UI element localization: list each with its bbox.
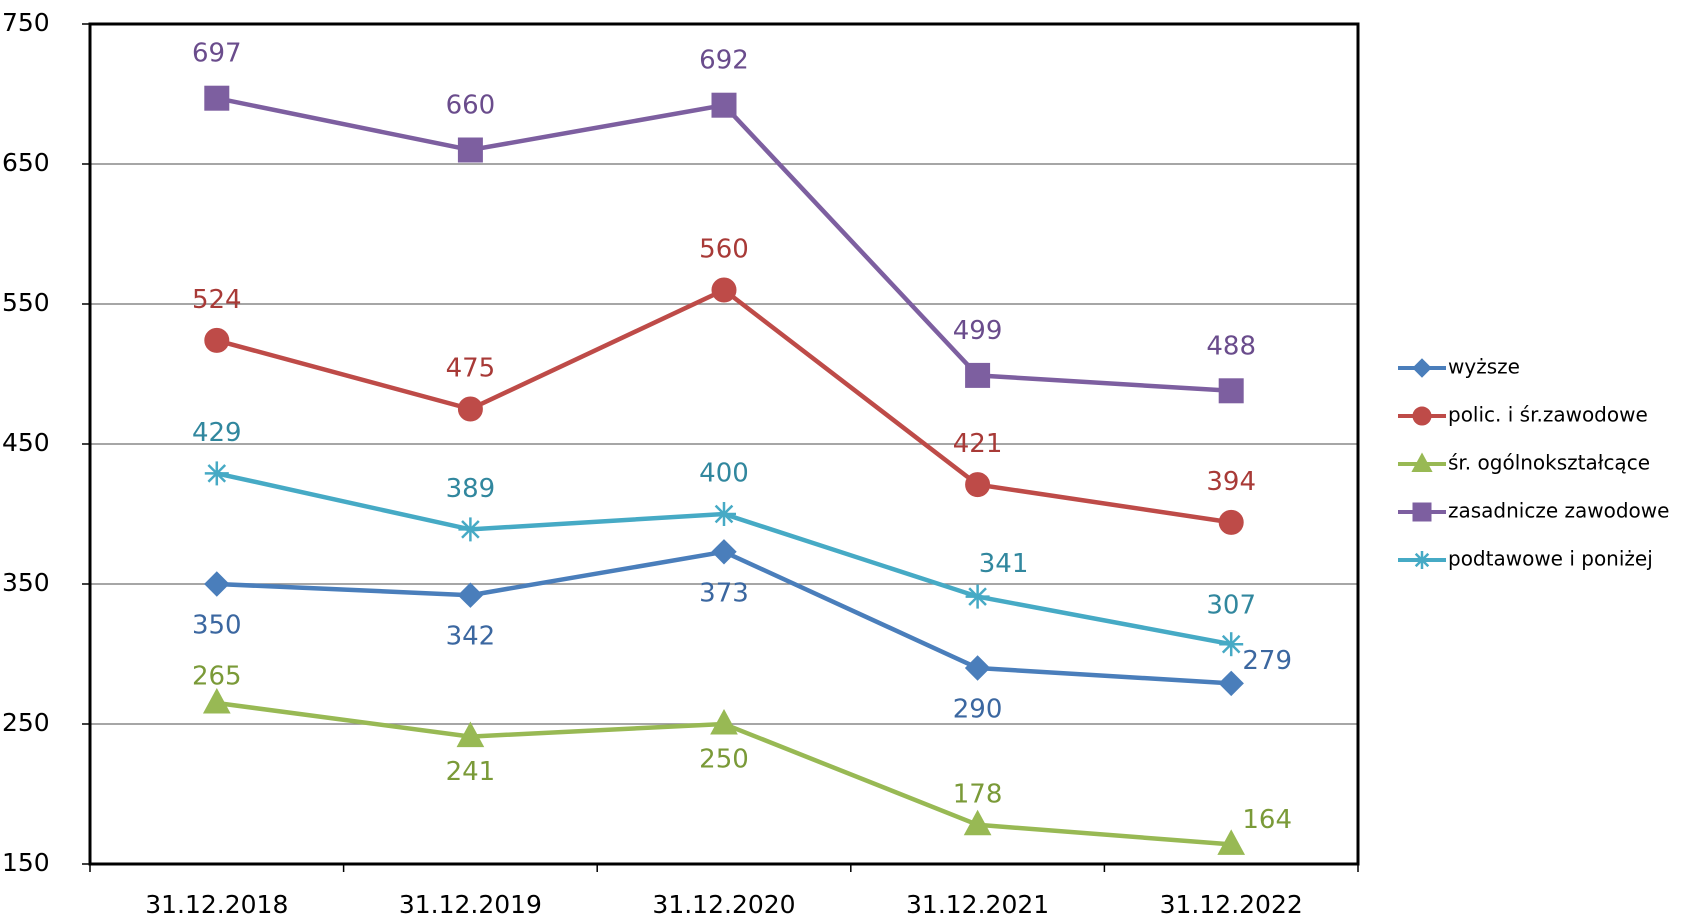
legend-label: wyższe <box>1448 355 1520 379</box>
data-label: 400 <box>699 459 749 489</box>
data-label: 250 <box>699 745 749 775</box>
marker-stroke <box>1221 634 1241 654</box>
data-label: 524 <box>192 285 242 315</box>
plot-border <box>88 22 1360 866</box>
marker <box>1411 452 1433 472</box>
data-label: 499 <box>953 316 1003 346</box>
marker <box>204 327 230 353</box>
x-tick-label: 31.12.2021 <box>906 890 1049 919</box>
data-label: 307 <box>1206 591 1256 621</box>
legend-label: śr. ogólnokształcące <box>1448 451 1650 475</box>
data-label: 692 <box>699 46 749 76</box>
data-label: 394 <box>1206 467 1256 497</box>
data-label: 697 <box>192 39 242 69</box>
marker-stroke <box>207 464 227 483</box>
marker <box>1412 502 1432 522</box>
data-label: 164 <box>1242 805 1292 835</box>
data-label: 341 <box>979 549 1029 579</box>
marker <box>202 687 231 714</box>
legend-label: zasadnicze zawodowe <box>1448 499 1669 523</box>
marker <box>965 472 991 498</box>
marker <box>457 582 484 608</box>
marker <box>1218 378 1244 404</box>
marker <box>1217 829 1246 855</box>
data-label: 560 <box>699 235 749 265</box>
data-label: 350 <box>192 611 242 641</box>
data-label: 373 <box>699 578 749 608</box>
x-tick-label: 31.12.2022 <box>1160 890 1303 919</box>
marker-stroke <box>714 504 734 524</box>
x-tick-label: 31.12.2019 <box>399 890 542 919</box>
x-tick-label: 31.12.2020 <box>652 890 795 919</box>
y-tick-label: 650 <box>2 148 50 177</box>
marker <box>204 85 230 111</box>
marker-stroke <box>968 587 987 606</box>
marker <box>456 721 485 748</box>
marker <box>1218 509 1244 535</box>
marker <box>1218 670 1244 697</box>
data-label: 342 <box>446 622 496 652</box>
data-label: 429 <box>192 418 242 448</box>
marker <box>711 539 737 565</box>
y-tick-label: 250 <box>2 708 50 737</box>
marker <box>204 461 229 486</box>
y-tick-label: 750 <box>2 8 50 37</box>
data-label: 389 <box>446 474 496 504</box>
data-label: 290 <box>953 695 1003 725</box>
data-label: 421 <box>953 429 1003 459</box>
marker <box>965 584 990 609</box>
marker <box>458 517 483 542</box>
marker <box>1413 551 1431 569</box>
data-label: 241 <box>446 757 496 787</box>
y-tick-label: 150 <box>2 848 50 877</box>
data-label: 660 <box>446 91 496 121</box>
data-label: 279 <box>1242 646 1292 676</box>
marker <box>1219 632 1244 657</box>
marker <box>457 137 483 163</box>
marker <box>204 571 230 597</box>
marker <box>965 362 991 388</box>
data-label: 488 <box>1206 331 1256 361</box>
x-tick-label: 31.12.2018 <box>145 890 288 919</box>
marker <box>710 708 738 735</box>
data-label: 475 <box>446 354 496 384</box>
legend-label: polic. i śr.zawodowe <box>1448 403 1648 427</box>
marker <box>457 396 483 422</box>
marker <box>1412 358 1432 378</box>
data-label: 265 <box>192 662 242 692</box>
data-label: 178 <box>953 779 1003 809</box>
y-tick-label: 350 <box>2 568 50 597</box>
marker <box>711 92 737 118</box>
marker <box>1412 406 1432 426</box>
y-tick-label: 550 <box>2 288 50 317</box>
legend-label: podtawowe i poniżej <box>1448 547 1653 571</box>
marker <box>964 655 991 681</box>
marker <box>712 502 736 526</box>
marker <box>963 809 992 836</box>
y-tick-label: 450 <box>2 428 50 457</box>
marker-stroke <box>461 520 480 539</box>
marker-stroke <box>1414 552 1430 568</box>
marker <box>711 277 737 303</box>
